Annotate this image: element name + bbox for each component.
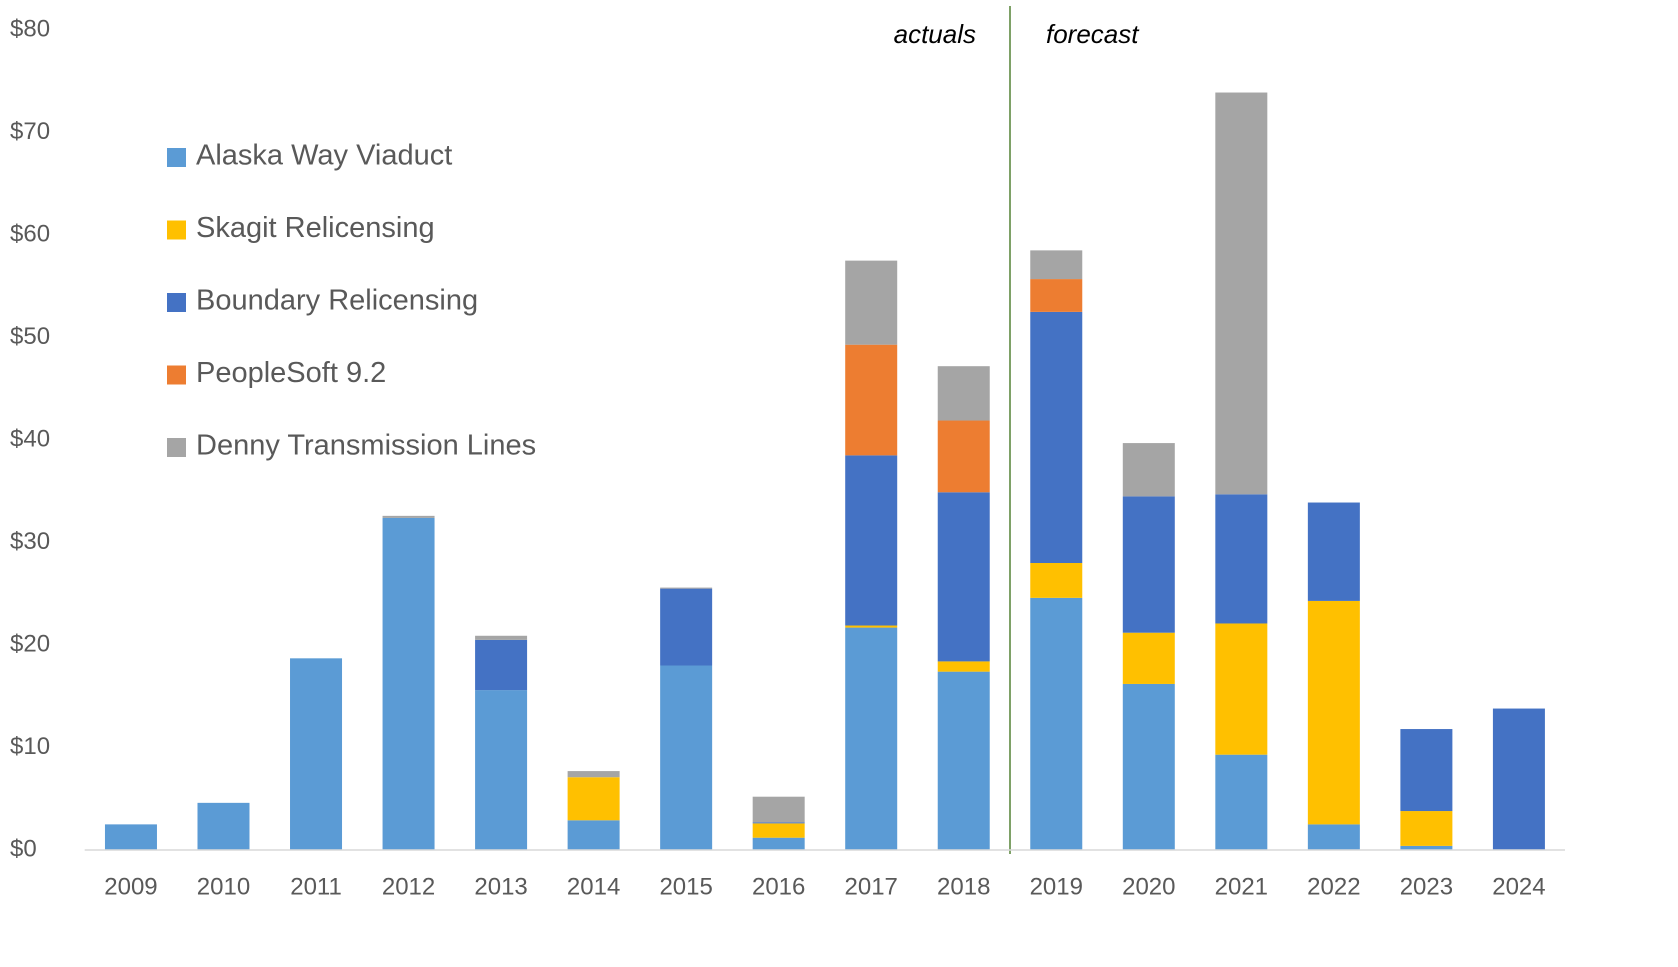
bar-segment xyxy=(1400,845,1453,850)
legend-swatch xyxy=(167,220,186,240)
bar-segment xyxy=(1307,600,1360,825)
bar-segment xyxy=(567,820,620,850)
bar-segment xyxy=(475,635,528,640)
annotation: forecast xyxy=(1046,19,1140,49)
bar-segment xyxy=(1030,279,1083,312)
legend-label: Alaska Way Viaduct xyxy=(196,140,452,172)
bar-segment xyxy=(845,260,898,345)
bar-segment xyxy=(1030,250,1083,280)
bar-segment xyxy=(1307,824,1360,850)
bar-segment xyxy=(660,588,713,666)
y-tick-label: $30 xyxy=(10,528,50,555)
bar-segment xyxy=(1215,92,1268,495)
bar-segment xyxy=(752,823,805,838)
legend-swatch xyxy=(167,148,186,167)
bar-segment xyxy=(1122,632,1175,684)
bar-segment xyxy=(1400,811,1453,846)
y-tick-label: $0 xyxy=(10,835,37,862)
bar-segment xyxy=(937,366,990,421)
bar-segment xyxy=(1030,311,1083,563)
bar-segment xyxy=(1307,502,1360,601)
bar-segment xyxy=(937,661,990,672)
bar-segment xyxy=(475,639,528,691)
bar-segment xyxy=(937,420,990,493)
bar-segment xyxy=(1492,708,1545,850)
legend-swatch xyxy=(167,293,186,312)
y-tick-label: $60 xyxy=(10,220,50,247)
legend-label: Skagit Relicensing xyxy=(196,212,435,244)
bar-segment xyxy=(290,658,343,850)
bar-segment xyxy=(1215,754,1268,850)
bar-segment xyxy=(1030,563,1083,598)
x-tick-label: 2017 xyxy=(845,873,898,900)
bar-segment xyxy=(845,625,898,628)
x-tick-label: 2016 xyxy=(752,873,805,900)
bar-segment xyxy=(660,587,713,589)
y-tick-label: $80 xyxy=(10,15,50,42)
x-tick-label: 2018 xyxy=(937,873,990,900)
y-tick-label: $20 xyxy=(10,630,50,657)
bar-segment xyxy=(1400,729,1453,812)
bar-segment xyxy=(1215,623,1268,755)
legend-label: PeopleSoft 9.2 xyxy=(196,357,386,389)
bar-segment xyxy=(475,690,528,850)
bar-segment xyxy=(1215,494,1268,624)
x-tick-label: 2024 xyxy=(1492,873,1545,900)
bar-segment xyxy=(752,822,805,824)
bar-segment xyxy=(567,777,620,821)
x-tick-label: 2021 xyxy=(1215,873,1268,900)
x-tick-label: 2015 xyxy=(659,873,712,900)
x-tick-label: 2012 xyxy=(382,873,435,900)
x-tick-label: 2020 xyxy=(1122,873,1175,900)
x-tick-label: 2010 xyxy=(197,873,250,900)
x-tick-label: 2009 xyxy=(104,873,157,900)
y-tick-label: $10 xyxy=(10,733,50,760)
bar-segment xyxy=(937,492,990,662)
bar-segment xyxy=(845,455,898,626)
bar-segment xyxy=(382,517,435,850)
y-tick-label: $40 xyxy=(10,425,50,452)
bar-segment xyxy=(197,802,250,850)
bar-segment xyxy=(382,515,435,518)
bar-segment xyxy=(1030,597,1083,850)
y-tick-label: $50 xyxy=(10,323,50,350)
bar-segment xyxy=(845,344,898,456)
bar-segment xyxy=(1122,683,1175,850)
x-tick-label: 2019 xyxy=(1030,873,1083,900)
legend-label: Denny Transmission Lines xyxy=(196,430,536,462)
x-tick-label: 2022 xyxy=(1307,873,1360,900)
bar-segment xyxy=(752,837,805,850)
bar-segment xyxy=(567,771,620,778)
bar-segment xyxy=(1122,496,1175,633)
bar-segment xyxy=(845,627,898,850)
bar-segment xyxy=(104,824,157,850)
x-tick-label: 2011 xyxy=(290,873,342,900)
x-tick-label: 2013 xyxy=(474,873,527,900)
bar-segment xyxy=(937,671,990,850)
annotation: actuals xyxy=(894,19,976,49)
x-tick-label: 2014 xyxy=(567,873,620,900)
bar-segment xyxy=(752,796,805,823)
legend-label: Boundary Relicensing xyxy=(196,285,478,317)
legend-swatch xyxy=(167,438,186,457)
y-tick-label: $70 xyxy=(10,118,50,145)
x-tick-label: 2023 xyxy=(1400,873,1453,900)
bar-segment xyxy=(660,665,713,850)
legend-swatch xyxy=(167,365,186,385)
bar-segment xyxy=(1122,443,1175,497)
